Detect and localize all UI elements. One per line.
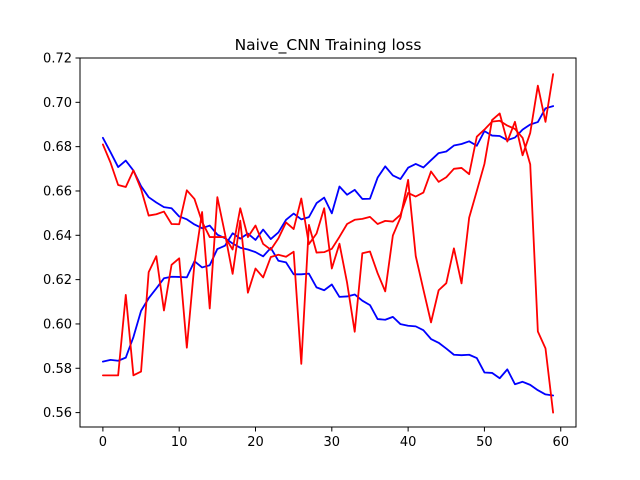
y-tick-label: 0.72 [43,52,72,67]
y-tick-label: 0.66 [43,184,72,199]
y-tick-label: 0.64 [43,229,72,244]
series-line-4 [101,119,555,414]
x-tick-label: 0 [99,435,107,450]
x-tick-label: 60 [552,435,569,450]
y-tick-label: 0.62 [43,273,72,288]
series-layer [101,73,555,414]
x-tick-label: 40 [400,435,417,450]
y-tick-label: 0.70 [43,96,72,111]
x-tick-label: 20 [247,435,264,450]
series-line-3 [101,73,555,333]
x-tick-label: 30 [324,435,341,450]
y-tick-label: 0.58 [43,362,72,377]
ticks-layer: 0 10 20 30 40 50 60 0.56 0.58 0.60 0.62 0.64 0.66 0.6… [43,52,569,451]
plot-frame [79,57,577,428]
series-line-1 [101,136,555,397]
y-tick-label: 0.68 [43,140,72,155]
series-line-2 [101,105,555,363]
x-tick-label: 10 [171,435,188,450]
x-tick-label: 50 [476,435,493,450]
y-tick-label: 0.60 [43,317,72,332]
chart-title: Naive_CNN Training loss [235,36,422,55]
y-tick-label: 0.56 [43,406,72,421]
